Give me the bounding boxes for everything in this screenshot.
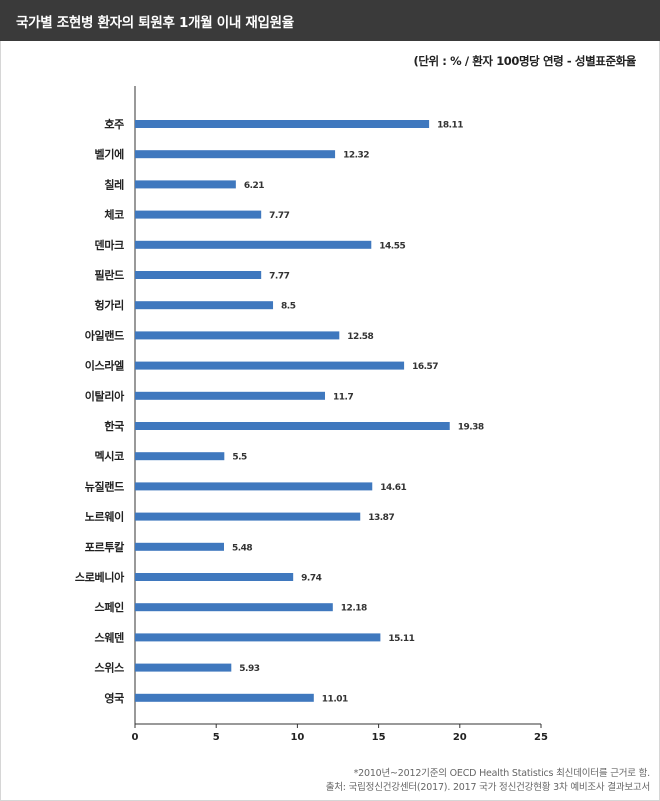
data-label: 8.5 xyxy=(281,302,296,312)
category-label: 스페인 xyxy=(95,600,125,614)
x-tick-label: 10 xyxy=(290,732,304,743)
data-label: 7.77 xyxy=(269,272,289,282)
category-label: 스위스 xyxy=(95,662,125,675)
category-label: 헝가리 xyxy=(95,298,124,312)
bar xyxy=(135,180,236,189)
data-label: 13.87 xyxy=(368,513,394,523)
data-label: 16.57 xyxy=(412,362,438,372)
chart-title: 국가별 조현병 환자의 퇴원후 1개월 이내 재입원율 xyxy=(16,15,294,31)
category-label: 이탈리아 xyxy=(85,389,125,403)
category-label: 스웨덴 xyxy=(95,630,125,644)
data-label: 6.21 xyxy=(244,181,264,191)
bar xyxy=(135,210,262,219)
category-label: 포르투칼 xyxy=(85,541,124,554)
bar xyxy=(135,391,326,400)
category-label: 이스라엘 xyxy=(85,359,124,373)
title-bar: 국가별 조현병 환자의 퇴원후 1개월 이내 재입원율 xyxy=(0,0,660,41)
bar xyxy=(135,663,232,672)
data-label: 7.77 xyxy=(269,211,289,221)
data-label: 5.48 xyxy=(232,543,252,553)
category-label: 멕시코 xyxy=(95,449,125,463)
x-tick-label: 0 xyxy=(132,732,139,743)
x-tick-label: 20 xyxy=(453,732,467,743)
category-label: 뉴질랜드 xyxy=(85,479,124,493)
category-label: 덴마크 xyxy=(95,238,125,252)
data-label: 15.11 xyxy=(388,634,414,644)
data-label: 12.58 xyxy=(347,332,373,342)
bar xyxy=(135,301,274,310)
data-label: 12.18 xyxy=(341,604,367,614)
x-tick-label: 5 xyxy=(213,732,220,743)
x-tick-label: 25 xyxy=(534,732,548,743)
category-label: 영국 xyxy=(104,692,124,705)
data-label: 11.7 xyxy=(333,392,353,402)
bar xyxy=(135,120,430,128)
unit-note: (단위 : % / 환자 100명당 연령 - 성별표준화율 xyxy=(413,54,636,68)
bar xyxy=(135,150,336,159)
x-tick-label: 15 xyxy=(372,732,386,743)
category-label: 아일랜드 xyxy=(85,328,124,342)
bar xyxy=(135,422,450,430)
bar xyxy=(135,271,262,279)
data-label: 11.01 xyxy=(322,694,348,704)
category-label: 노르웨이 xyxy=(85,510,124,524)
bar xyxy=(135,693,314,702)
bar xyxy=(135,482,373,491)
bar xyxy=(135,452,225,461)
category-label: 스로베니아 xyxy=(75,570,125,584)
category-label: 칠레 xyxy=(104,177,124,191)
category-label: 벨기에 xyxy=(95,147,125,161)
footnote-basis: *2010년~2012기준의 OECD Health Statistics 최신… xyxy=(353,768,651,779)
data-label: 5.93 xyxy=(239,664,259,674)
bar xyxy=(135,573,294,581)
bar xyxy=(135,603,333,612)
data-label: 14.55 xyxy=(379,241,405,251)
category-label: 호주 xyxy=(104,117,124,131)
data-label: 18.11 xyxy=(437,121,463,131)
data-label: 9.74 xyxy=(301,574,321,584)
category-label: 한국 xyxy=(104,419,124,433)
data-label: 14.61 xyxy=(380,483,406,493)
bar xyxy=(135,240,372,249)
bar xyxy=(135,512,361,521)
category-label: 체코 xyxy=(104,208,124,222)
footnote-source: 출처: 국립정신건강센터(2017). 2017 국가 정신건강현황 3차 예비… xyxy=(325,782,650,793)
data-label: 19.38 xyxy=(458,423,484,433)
bar xyxy=(135,361,405,370)
data-label: 5.5 xyxy=(232,453,247,463)
data-label: 12.32 xyxy=(343,151,369,161)
bar xyxy=(135,542,224,551)
category-label: 필란드 xyxy=(95,268,125,282)
bar xyxy=(135,331,340,340)
bar xyxy=(135,633,381,642)
